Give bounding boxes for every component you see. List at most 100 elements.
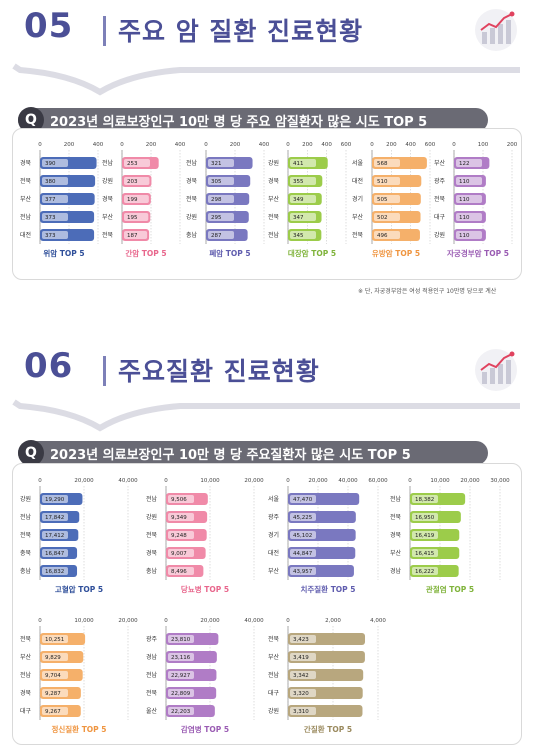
- tick-label: 0: [286, 142, 290, 148]
- section-header: 05 주요 암 질환 진료현황: [0, 0, 533, 80]
- tick-label: 600: [341, 142, 352, 148]
- bar-value-label: 199: [127, 197, 138, 203]
- bar-value-label: 16,832: [45, 569, 64, 575]
- bar-value-label: 122: [459, 161, 470, 167]
- tick-label: 20,000: [244, 478, 264, 484]
- bar-value-label: 18,382: [415, 497, 434, 503]
- category-label: 울산: [146, 707, 158, 715]
- tick-label: 20,000: [118, 618, 138, 624]
- bar-label-bg: [456, 231, 482, 239]
- tick-label: 0: [204, 142, 208, 148]
- tick-label: 0: [286, 478, 290, 484]
- section-header: 06 주요질환 진료현황: [0, 340, 533, 420]
- tick-label: 400: [321, 142, 332, 148]
- tick-label: 600: [425, 142, 436, 148]
- bar-label-bg: [290, 653, 316, 661]
- chart-11: 0 10,000 20,000 전북 10,251 부산 9,829 전남 9,704 경북 9,2…: [20, 618, 138, 734]
- bar-value-label: 9,349: [171, 515, 187, 521]
- bar-label-bg: [290, 513, 316, 521]
- category-label: 강원: [434, 231, 445, 239]
- bar-label-bg: [290, 531, 316, 539]
- section-cancer: 05 주요 암 질환 진료현황 Q 2023년 의료보장인구 10만 명 당 주…: [0, 0, 533, 300]
- category-label: 광주: [268, 514, 280, 521]
- category-label: 전북: [20, 531, 32, 539]
- bar-label-bg: [168, 671, 194, 679]
- diseases-panel: [12, 463, 522, 745]
- tick-label: 60,000: [368, 478, 388, 484]
- category-label: 전북: [20, 635, 32, 643]
- question-banner: Q 2023년 의료보장인구 10만 명 당 주요질환자 많은 시도 TOP 5: [18, 440, 488, 466]
- bar-value-label: 345: [293, 233, 304, 239]
- category-label: 전북: [268, 213, 280, 221]
- bar-value-label: 411: [293, 161, 304, 167]
- bar-label-bg: [168, 531, 194, 539]
- bar-label-bg: [290, 195, 316, 203]
- tick-label: 2,000: [325, 618, 341, 624]
- bar-value-label: 3,423: [293, 637, 309, 643]
- tick-label: 40,000: [338, 478, 358, 484]
- chart-title: 관절염 TOP 5: [426, 584, 474, 594]
- category-label: 강원: [268, 159, 279, 167]
- bar-label-bg: [124, 177, 150, 185]
- bar-label-bg: [290, 177, 316, 185]
- bar-value-label: 347: [293, 215, 304, 221]
- category-label: 전남: [146, 671, 158, 679]
- title-divider: [103, 16, 106, 46]
- bar-label-bg: [374, 231, 400, 239]
- category-label: 경북: [102, 196, 114, 203]
- category-label: 강원: [102, 177, 113, 185]
- category-label: 충북: [20, 549, 32, 557]
- bar-value-label: 47,470: [293, 497, 313, 503]
- category-label: 대구: [20, 707, 32, 715]
- bar-label-bg: [374, 213, 400, 221]
- chart-title: 대장암 TOP 5: [288, 248, 336, 258]
- bar-label-bg: [168, 549, 194, 557]
- bar-label-bg: [42, 707, 68, 715]
- bar-value-label: 19,290: [45, 497, 65, 503]
- section-title: 주요질환 진료현황: [118, 357, 320, 386]
- bar-value-label: 44,847: [293, 551, 313, 557]
- bar-label-bg: [456, 213, 482, 221]
- bar-value-label: 9,506: [171, 497, 187, 503]
- category-label: 부산: [268, 195, 280, 203]
- tick-label: 0: [164, 618, 168, 624]
- tick-label: 0: [164, 478, 168, 484]
- bar-label-bg: [168, 495, 194, 503]
- section-title: 주요 암 질환 진료현황: [118, 17, 364, 46]
- category-label: 전북: [146, 689, 158, 697]
- chart-growth-icon: [475, 349, 517, 391]
- chart-title: 간암 TOP 5: [125, 248, 166, 258]
- category-label: 강원: [268, 707, 279, 715]
- bar-label-bg: [42, 671, 68, 679]
- category-label: 대구: [434, 213, 446, 221]
- tick-label: 0: [38, 478, 42, 484]
- bar-value-label: 16,415: [415, 551, 435, 557]
- category-label: 경북: [20, 160, 32, 167]
- bar-label-bg: [208, 195, 234, 203]
- bar-label-bg: [456, 195, 482, 203]
- bar-value-label: 3,419: [293, 655, 309, 661]
- bar-label-bg: [42, 531, 68, 539]
- bar-label-bg: [168, 635, 194, 643]
- chart-9: 0 20,000 40,000 60,000 서울 47,470 광주 45,225 경기 45,…: [268, 478, 388, 594]
- category-label: 전남: [102, 159, 114, 167]
- category-label: 부산: [20, 653, 32, 661]
- category-label: 강원: [20, 495, 31, 503]
- category-label: 부산: [352, 213, 364, 221]
- tick-label: 0: [452, 142, 456, 148]
- category-label: 전북: [102, 231, 114, 239]
- bar-value-label: 8,496: [171, 569, 187, 575]
- bar-label-bg: [290, 567, 316, 575]
- bar-label-bg: [168, 513, 194, 521]
- tick-label: 100: [478, 142, 489, 148]
- bar-label-bg: [456, 177, 482, 185]
- bar-label-bg: [42, 213, 68, 221]
- category-label: 전북: [146, 531, 158, 539]
- bar-value-label: 253: [127, 161, 138, 167]
- bar-label-bg: [290, 495, 316, 503]
- bar-label-bg: [124, 159, 150, 167]
- tick-label: 40,000: [244, 618, 264, 624]
- bar-label-bg: [124, 213, 149, 221]
- category-label: 대전: [20, 231, 31, 239]
